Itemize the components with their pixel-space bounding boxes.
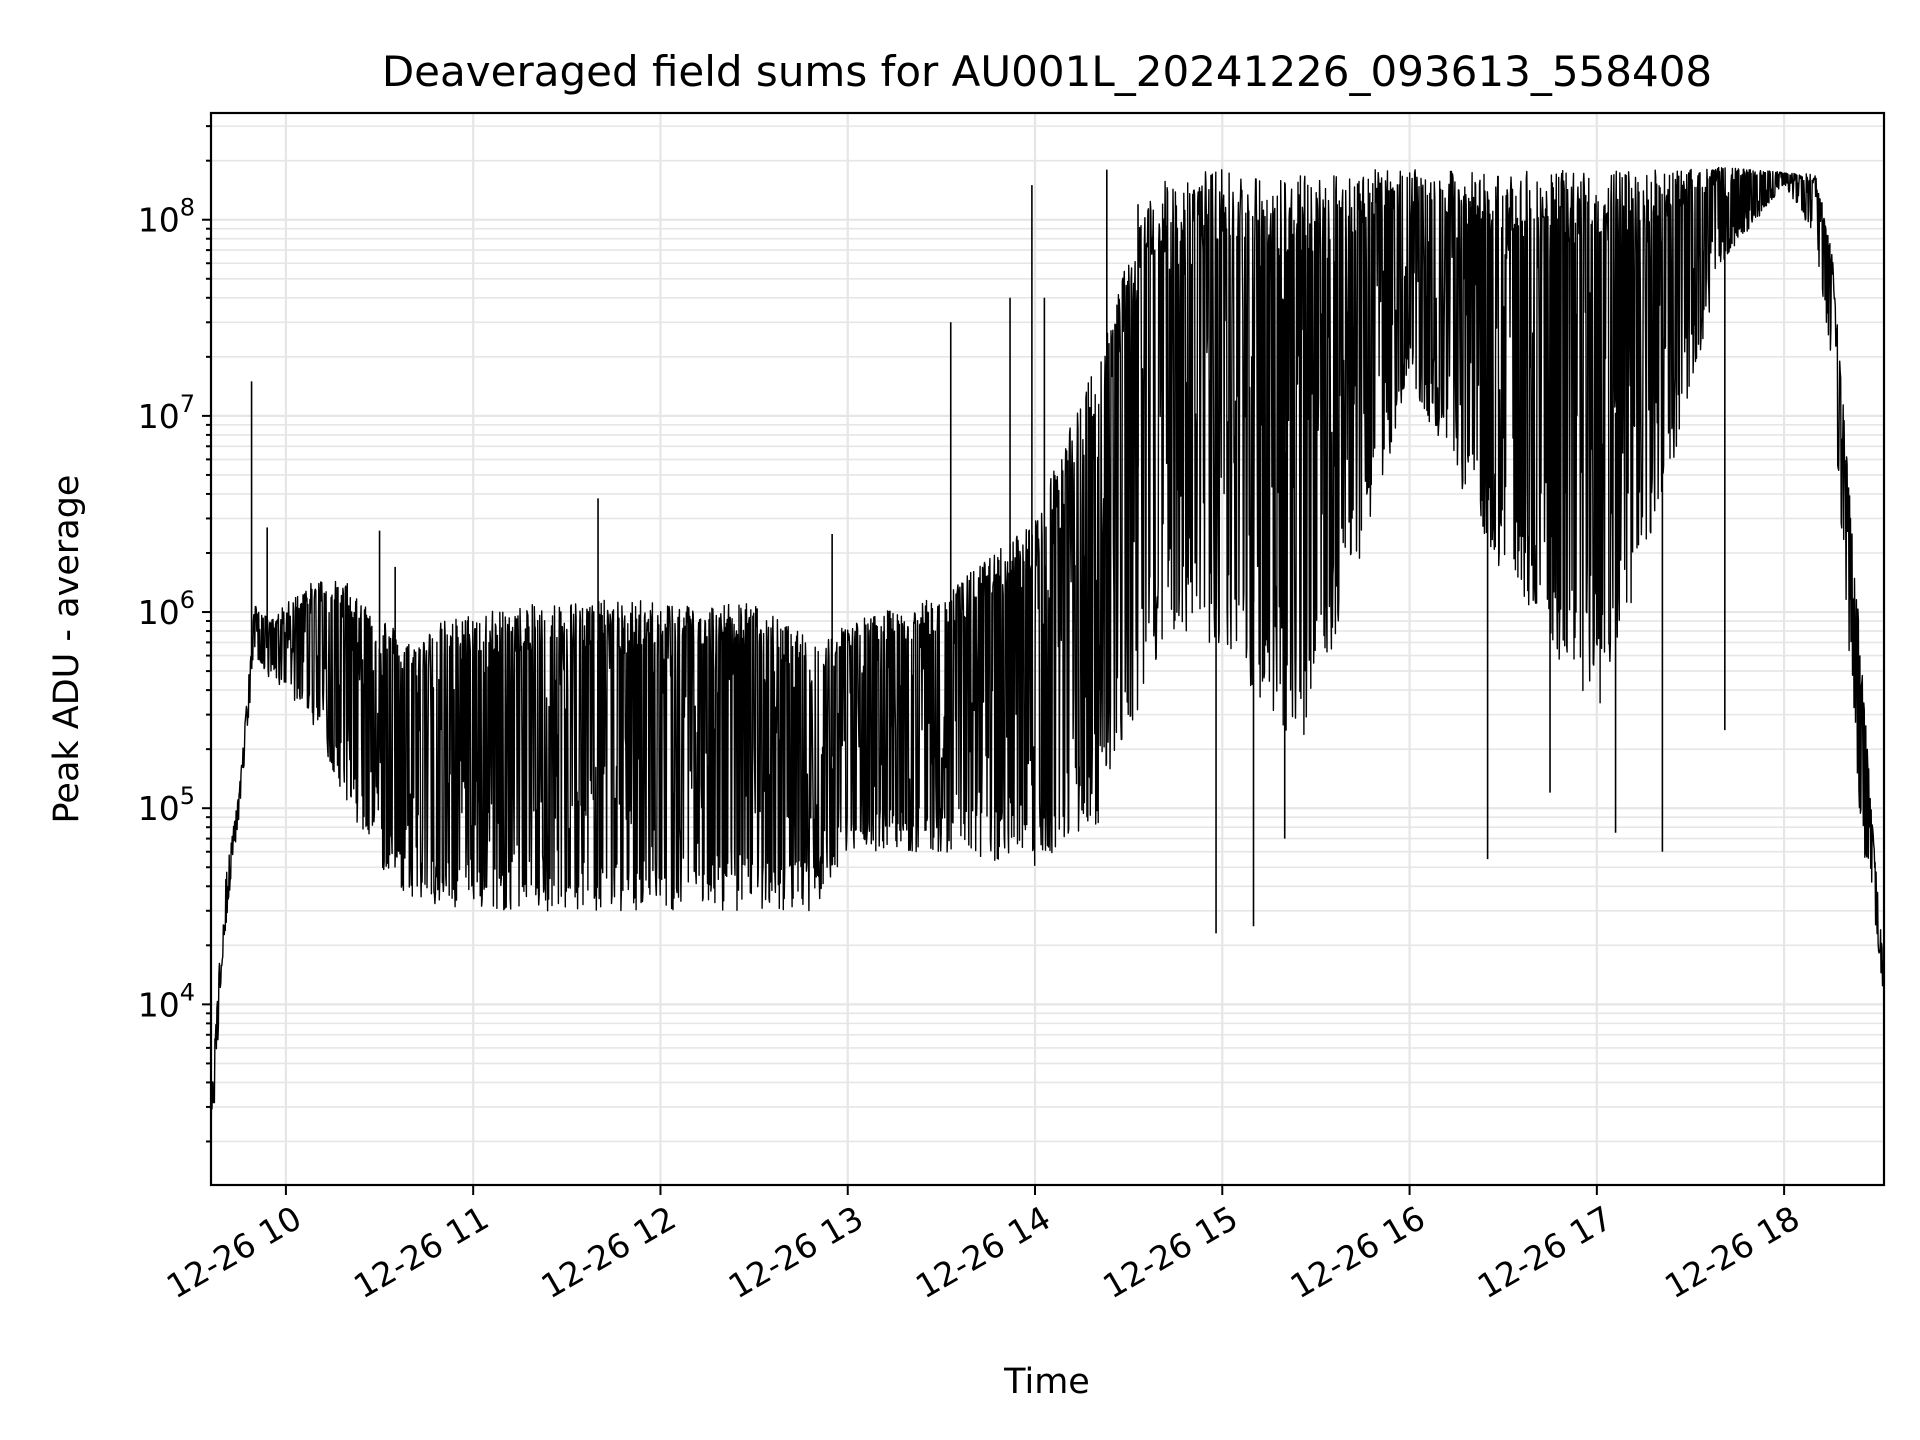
plot-frame (209, 111, 1886, 1187)
chart-title: Deaveraged field sums for AU001L_2024122… (382, 47, 1712, 96)
series-line (210, 166, 1885, 1149)
y-tick-exponent: 5 (180, 782, 195, 810)
y-tick-exponent: 6 (180, 586, 195, 614)
series-layer (210, 166, 1885, 1149)
y-tick-label: 104 (138, 978, 195, 1024)
y-tick-exponent: 4 (180, 978, 195, 1006)
y-tick-exponent: 8 (180, 194, 195, 222)
y-tick-exponent: 7 (180, 390, 195, 418)
x-axis-label: Time (1003, 1362, 1090, 1402)
y-axis-label: Peak ADU - average (47, 475, 87, 824)
